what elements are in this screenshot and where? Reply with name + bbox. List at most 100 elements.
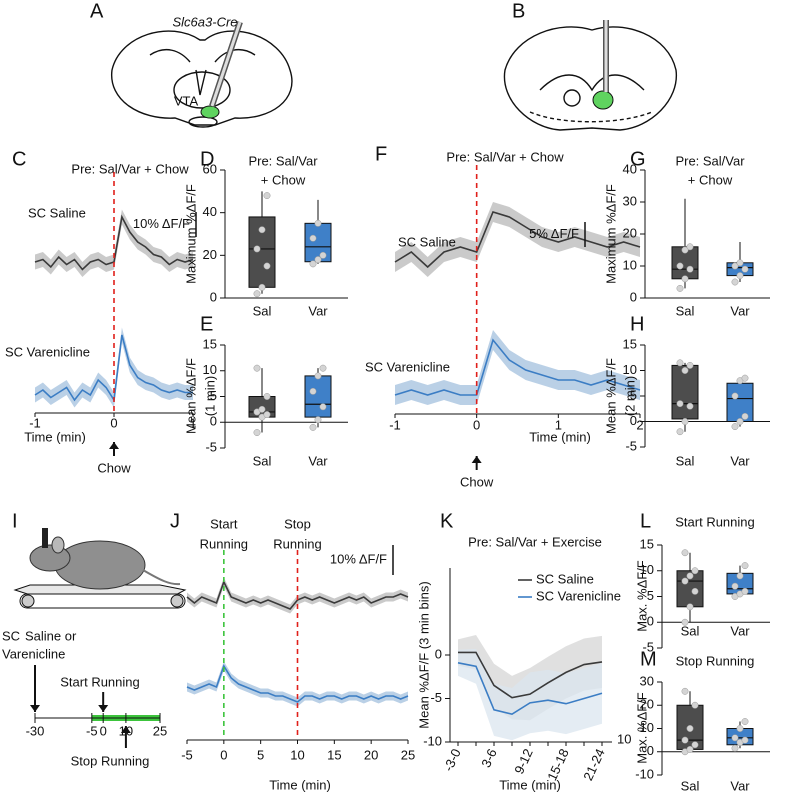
data-point [681,275,689,283]
panel-letter: M [640,648,657,670]
data-point [691,567,699,575]
x-tick-label: 1 [555,417,562,432]
data-point [263,411,271,418]
scale-bar-label: 5% ΔF/F [529,226,579,241]
y-tick-label: 0 [647,614,654,629]
stop-arrow-head [120,726,131,733]
category-label: Var [308,453,328,468]
data-point [686,243,694,251]
x-tick-label: -1 [389,417,401,432]
legend-label: SC Varenicline [536,588,621,603]
x-tick-label: 0 [110,415,117,430]
panel-letter: A [90,0,104,22]
x-tick-label: 0 [473,417,480,432]
legend-label: SC Saline [536,571,594,586]
data-point [731,734,739,742]
brain-coronal-a [111,30,293,128]
panel-letter: J [170,510,180,532]
x-tick-label: 2 [636,417,643,432]
data-point [741,562,749,570]
region-label: VTA [174,93,199,108]
x-tick-label: -1 [29,415,41,430]
data-point [309,234,317,242]
x-axis-label: Time (min) [529,429,591,444]
start-label: Start Running [60,674,140,689]
data-point [258,283,266,291]
category-label: Sal [676,303,695,318]
y-axis-label: Mean %ΔF/F [183,358,198,434]
category-label: Var [730,778,750,793]
category-label: Sal [253,303,272,318]
mouse-on-treadmill [13,528,187,609]
x-tick-label: 21-24 [580,746,608,782]
y-axis-label: Mean %ΔF/F (3 min bins) [416,581,431,728]
data-point [681,736,689,744]
x-axis-label: Time (min) [24,429,86,444]
y-axis-label: Max. %ΔF/F [634,560,649,632]
y-axis-label: Maximum %ΔF/F [183,184,198,284]
category-label: Sal [681,623,700,638]
data-point [731,582,739,590]
error-band [395,330,640,405]
trace [394,211,641,269]
event-label: Running [273,536,321,551]
arrow-label: Chow [97,460,131,475]
arrow-head [471,456,482,463]
data-point [686,361,694,369]
box [726,382,754,422]
data-point [253,429,261,436]
data-point [736,572,744,580]
x-tick-label: 0 [220,747,227,762]
y-tick-label: -10 [423,733,442,748]
chart-title: Pre: Sal/Var [248,153,318,168]
category-label: Sal [681,778,700,793]
x-tick-label: 10 [290,747,304,762]
brain-coronal-b [503,26,677,131]
data-point [263,192,271,200]
y-tick-label: 60 [203,161,217,176]
category-label: Sal [253,453,272,468]
data-point [681,549,689,557]
data-point [314,219,322,227]
data-point [253,245,261,253]
chart-title: + Chow [688,172,733,187]
y-tick-label: 30 [640,673,654,688]
x-tick-label: 25 [401,747,415,762]
chart-title: Pre: Sal/Var + Chow [71,161,189,176]
y-axis-label: Max. %ΔF/F [634,692,649,764]
data-point [681,367,689,374]
data-point [741,265,749,273]
data-point [731,278,739,286]
y-tick-label: -5 [205,439,217,454]
arrow-label: Chow [460,474,494,489]
nac-highlight [592,90,614,110]
series-label: SC Varenicline [365,359,450,374]
y-tick-label: 5 [630,387,637,402]
panel-letter: D [200,148,214,170]
x-tick-label: 1 [189,415,196,430]
data-point [319,403,327,411]
y-axis-label: (1 min) [202,376,217,416]
data-point [691,701,699,709]
y-tick-label: -5 [430,690,442,705]
line [458,651,603,699]
y-tick-label: 5 [210,388,217,403]
data-point [741,718,749,725]
y-tick-label: 0 [210,414,217,429]
data-point [741,412,749,420]
data-point [263,393,271,400]
data-point [736,725,744,732]
category-label: Sal [676,453,695,468]
panel-letter: G [630,148,646,170]
y-tick-label: -10 [635,766,654,781]
box [304,375,332,418]
stop-label: Stop Running [71,753,150,768]
y-tick-label: 15 [623,336,637,351]
data-point [319,251,327,259]
panel-letter: E [200,313,213,335]
y-tick-label: 5 [647,588,654,603]
event-label: Stop [284,516,311,531]
y-tick-label: 10 [640,720,654,735]
timeline-label: -5 [86,723,98,738]
y-tick-label: 20 [640,697,654,712]
